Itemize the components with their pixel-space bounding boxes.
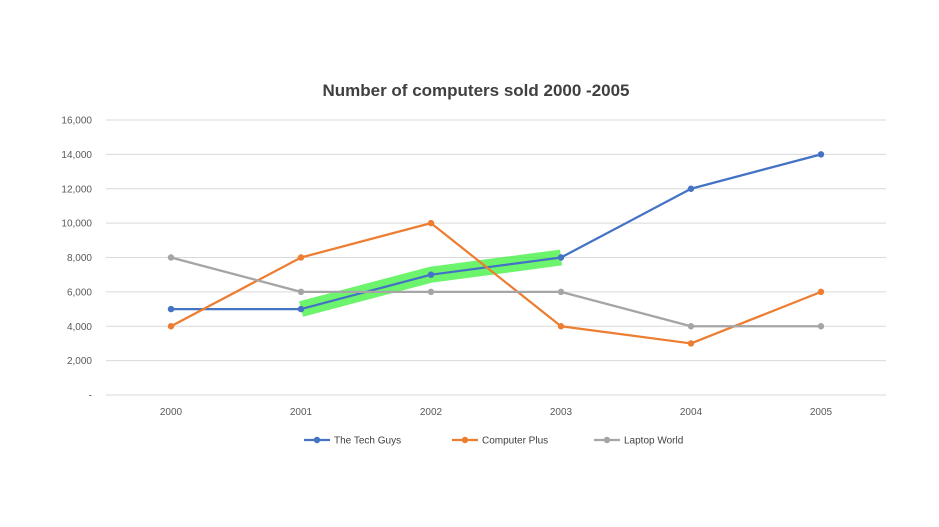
legend-marker xyxy=(603,436,611,444)
data-point xyxy=(427,219,435,227)
x-tick-label: 2002 xyxy=(420,407,443,418)
legend-marker xyxy=(461,436,469,444)
legend-label: Laptop World xyxy=(624,436,683,447)
data-point xyxy=(557,288,565,296)
series-lines xyxy=(167,151,825,347)
y-tick-label: 16,000 xyxy=(61,116,92,127)
x-tick-label: 2000 xyxy=(160,407,183,418)
data-point xyxy=(167,323,175,330)
data-point xyxy=(817,151,825,158)
y-tick-label: 8,000 xyxy=(67,253,92,264)
data-point xyxy=(687,323,695,330)
y-axis-ticks: - 2,000 4,000 6,000 8,000 10,000 12,000 14,000 1… xyxy=(61,116,92,402)
data-point xyxy=(817,288,825,296)
y-tick-label: 2,000 xyxy=(67,356,92,367)
data-point xyxy=(557,323,565,330)
x-tick-label: 2001 xyxy=(290,407,313,418)
series-the-tech-guys xyxy=(167,151,825,313)
x-tick-label: 2004 xyxy=(680,407,703,418)
data-point xyxy=(167,254,175,261)
x-tick-label: 2005 xyxy=(810,407,833,418)
data-point xyxy=(687,185,695,192)
y-tick-label: 14,000 xyxy=(61,150,92,161)
series-laptop-world xyxy=(167,254,825,330)
y-tick-label: 12,000 xyxy=(61,184,92,195)
data-point xyxy=(557,254,565,261)
data-point xyxy=(167,305,175,313)
legend-marker xyxy=(313,436,321,444)
highlight-marker xyxy=(298,249,563,317)
legend-item: The Tech Guys xyxy=(304,436,401,447)
legend: The Tech Guys Computer Plus Laptop World xyxy=(304,436,683,447)
data-point xyxy=(297,305,305,313)
data-point xyxy=(297,254,305,261)
legend-label: The Tech Guys xyxy=(334,436,401,447)
data-point xyxy=(427,271,435,278)
series-line xyxy=(171,153,822,311)
x-axis-ticks: 2000 2001 2002 2003 2004 2005 xyxy=(160,407,833,418)
data-point xyxy=(817,323,825,330)
data-point xyxy=(687,340,695,347)
legend-item: Laptop World xyxy=(594,436,683,447)
highlighter-stroke xyxy=(298,249,563,317)
y-tick-label: 4,000 xyxy=(67,322,92,333)
y-tick-label: - xyxy=(89,391,92,402)
legend-item: Computer Plus xyxy=(452,436,548,447)
data-point xyxy=(297,288,305,296)
data-point xyxy=(427,288,435,296)
gridlines xyxy=(106,119,886,396)
y-tick-label: 6,000 xyxy=(67,287,92,298)
chart-title: Number of computers sold 2000 -2005 xyxy=(322,81,629,100)
legend-label: Computer Plus xyxy=(482,436,548,447)
y-tick-label: 10,000 xyxy=(61,219,92,230)
series-line xyxy=(170,222,822,345)
series-computer-plus xyxy=(167,219,825,347)
series-line xyxy=(170,256,821,328)
x-tick-label: 2003 xyxy=(550,407,573,418)
